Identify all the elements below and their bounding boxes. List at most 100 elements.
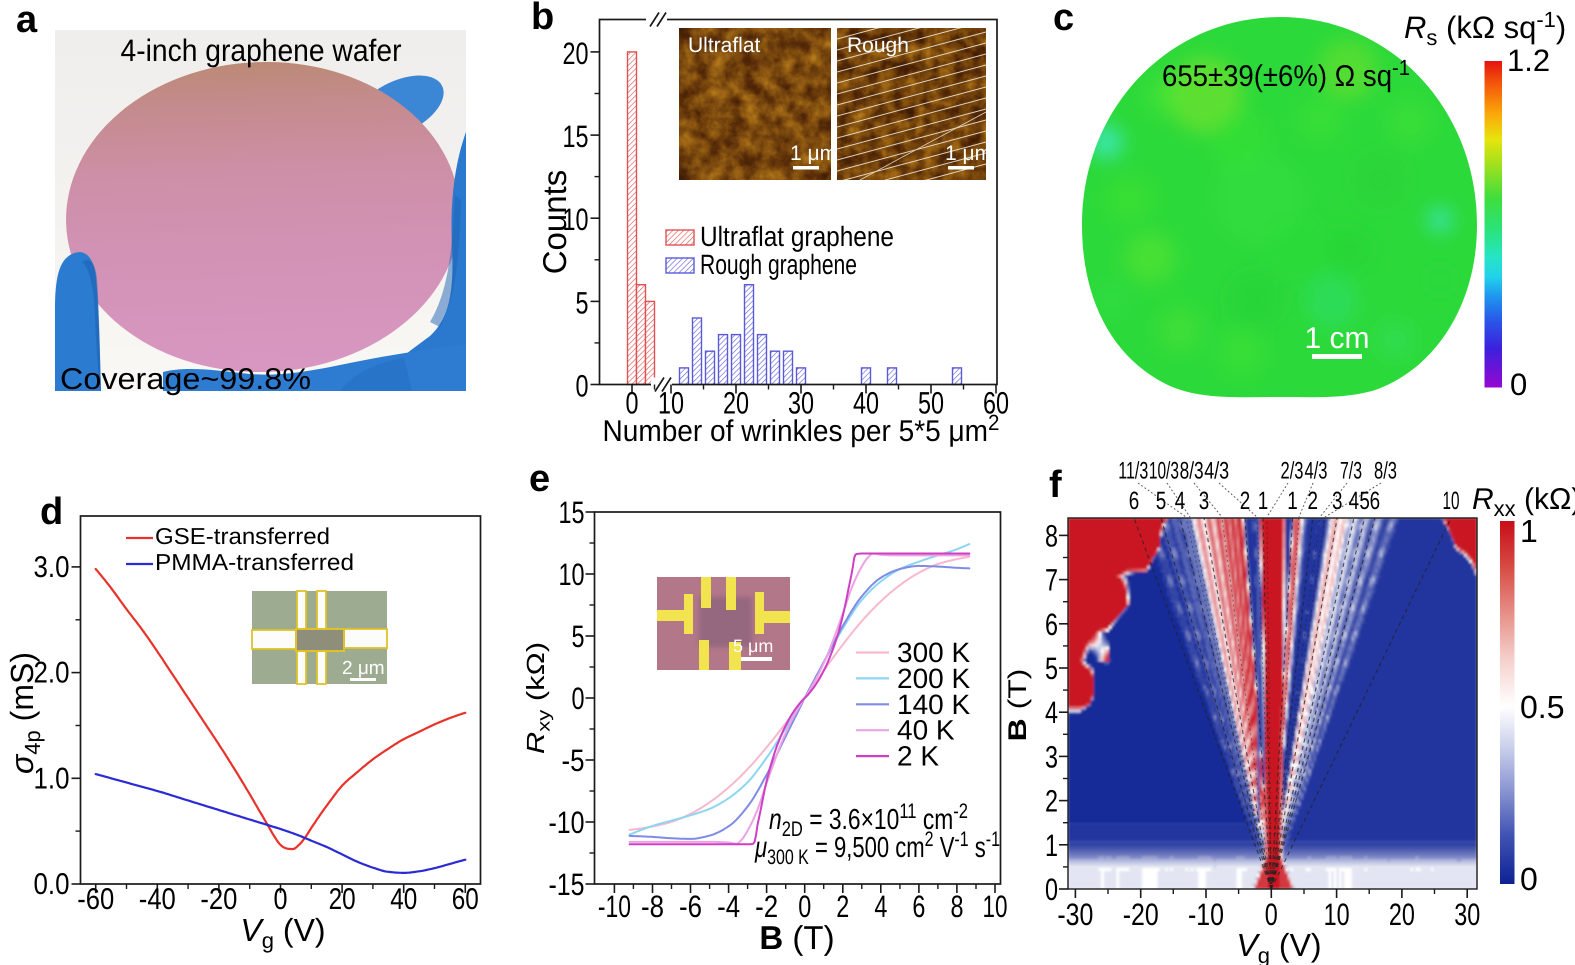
svg-text:5 μm: 5 μm <box>733 636 773 656</box>
svg-text:3: 3 <box>1332 487 1343 515</box>
svg-text:6: 6 <box>1045 607 1058 642</box>
svg-text:-6: -6 <box>679 889 702 924</box>
svg-text:10: 10 <box>983 889 1008 924</box>
svg-text:-5: -5 <box>562 743 585 778</box>
svg-text:2.0: 2.0 <box>34 657 70 690</box>
svg-text:4: 4 <box>1349 487 1360 515</box>
svg-text:1: 1 <box>1287 487 1298 515</box>
svg-text:6: 6 <box>1129 487 1140 515</box>
svg-text:5: 5 <box>1359 487 1370 515</box>
svg-text:0: 0 <box>798 889 811 924</box>
svg-text:1: 1 <box>1045 828 1058 863</box>
svg-text:10: 10 <box>1324 897 1350 932</box>
svg-text:50: 50 <box>918 386 944 421</box>
svg-text:1.0: 1.0 <box>34 762 70 795</box>
svg-text:200 K: 200 K <box>897 663 970 694</box>
svg-text:Rxx (kΩ): Rxx (kΩ) <box>1472 483 1575 521</box>
svg-text:20: 20 <box>329 883 356 916</box>
svg-text:1.2: 1.2 <box>1507 43 1550 78</box>
svg-text:-60: -60 <box>77 883 114 916</box>
svg-text:3: 3 <box>1199 487 1210 515</box>
svg-text:B (T): B (T) <box>1003 669 1032 742</box>
svg-text:-20: -20 <box>1123 897 1159 932</box>
svg-text:Number of wrinkles per 5*5 μm2: Number of wrinkles per 5*5 μm2 <box>603 410 1000 448</box>
svg-text:-10: -10 <box>598 889 631 924</box>
svg-text:Rs (kΩ sq-1): Rs (kΩ sq-1) <box>1404 7 1566 50</box>
svg-text:4/3: 4/3 <box>1204 458 1229 485</box>
svg-text:0: 0 <box>1045 872 1058 907</box>
svg-text:2: 2 <box>1240 487 1251 515</box>
svg-text:4/3: 4/3 <box>1305 458 1328 485</box>
svg-text:1: 1 <box>1258 487 1269 515</box>
svg-text:10: 10 <box>1443 487 1460 515</box>
svg-text:10/3: 10/3 <box>1149 458 1179 485</box>
svg-text:-2: -2 <box>755 889 778 924</box>
svg-text:B (T): B (T) <box>759 919 834 956</box>
svg-text:Vg (V): Vg (V) <box>240 912 325 953</box>
svg-text:1: 1 <box>1520 513 1538 549</box>
svg-text:10: 10 <box>658 386 684 421</box>
svg-text:0: 0 <box>572 681 585 716</box>
svg-text:-15: -15 <box>549 867 585 902</box>
svg-text:-10: -10 <box>549 805 585 840</box>
svg-text:a: a <box>16 0 38 41</box>
svg-text:0: 0 <box>274 883 288 916</box>
svg-text:PMMA-transferred: PMMA-transferred <box>155 549 354 575</box>
svg-text:1 μm: 1 μm <box>945 142 992 165</box>
svg-text:Ultraflat: Ultraflat <box>688 34 761 57</box>
svg-text:1 cm: 1 cm <box>1304 322 1369 355</box>
svg-text:n2D = 3.6×1011 cm-2: n2D = 3.6×1011 cm-2 <box>769 800 968 841</box>
svg-text:5: 5 <box>576 285 589 320</box>
svg-text:-10: -10 <box>1188 897 1224 932</box>
svg-text:2: 2 <box>1045 784 1058 819</box>
svg-text:4: 4 <box>874 889 887 924</box>
svg-text:40: 40 <box>390 883 417 916</box>
svg-text:5: 5 <box>1156 487 1167 515</box>
svg-text:60: 60 <box>452 883 479 916</box>
svg-text:0.0: 0.0 <box>34 868 70 901</box>
svg-text:4-inch graphene wafer: 4-inch graphene wafer <box>121 33 402 68</box>
svg-text:e: e <box>529 458 550 500</box>
svg-text:60: 60 <box>983 386 1009 421</box>
svg-text:5: 5 <box>572 619 585 654</box>
svg-text:7: 7 <box>1045 563 1058 598</box>
svg-text:f: f <box>1049 464 1062 506</box>
svg-text:-8: -8 <box>641 889 664 924</box>
svg-text:b: b <box>531 0 554 38</box>
svg-text:8/3: 8/3 <box>1374 458 1397 485</box>
svg-text:15: 15 <box>563 119 589 154</box>
svg-text:140 K: 140 K <box>897 689 970 720</box>
svg-text:0: 0 <box>1520 861 1538 897</box>
svg-text:1 μm: 1 μm <box>790 142 837 165</box>
svg-text:Rough: Rough <box>847 34 909 57</box>
svg-text:Rxy (kΩ): Rxy (kΩ) <box>522 642 554 754</box>
svg-text:40 K: 40 K <box>897 715 955 746</box>
svg-text:20: 20 <box>723 386 749 421</box>
svg-text:6: 6 <box>1370 487 1381 515</box>
svg-text:σ4p (mS): σ4p (mS) <box>4 652 45 774</box>
svg-text:4: 4 <box>1045 695 1058 730</box>
svg-text:10: 10 <box>559 557 585 592</box>
svg-text:0: 0 <box>1510 367 1527 402</box>
svg-text:0: 0 <box>1265 897 1278 932</box>
svg-text:0: 0 <box>576 369 589 404</box>
svg-text:300 K: 300 K <box>897 637 970 668</box>
svg-text:8: 8 <box>950 889 963 924</box>
svg-text:30: 30 <box>788 386 814 421</box>
svg-text:7/3: 7/3 <box>1340 458 1362 485</box>
svg-text:-40: -40 <box>139 883 176 916</box>
svg-text:6: 6 <box>912 889 925 924</box>
svg-text:Rough graphene: Rough graphene <box>700 249 857 280</box>
svg-text:2 K: 2 K <box>897 741 939 772</box>
svg-text:μ300 K = 9,500 cm2 V-1 s-1: μ300 K = 9,500 cm2 V-1 s-1 <box>754 828 1000 869</box>
svg-text:c: c <box>1053 0 1074 39</box>
svg-text:40: 40 <box>853 386 879 421</box>
svg-text:30: 30 <box>1454 897 1480 932</box>
svg-text:15: 15 <box>559 495 585 530</box>
svg-text:3.0: 3.0 <box>34 551 70 584</box>
svg-text:20: 20 <box>1389 897 1415 932</box>
svg-text:0.5: 0.5 <box>1520 689 1564 725</box>
svg-text:5: 5 <box>1045 651 1058 686</box>
svg-text:8/3: 8/3 <box>1180 458 1204 485</box>
svg-text:-20: -20 <box>200 883 237 916</box>
